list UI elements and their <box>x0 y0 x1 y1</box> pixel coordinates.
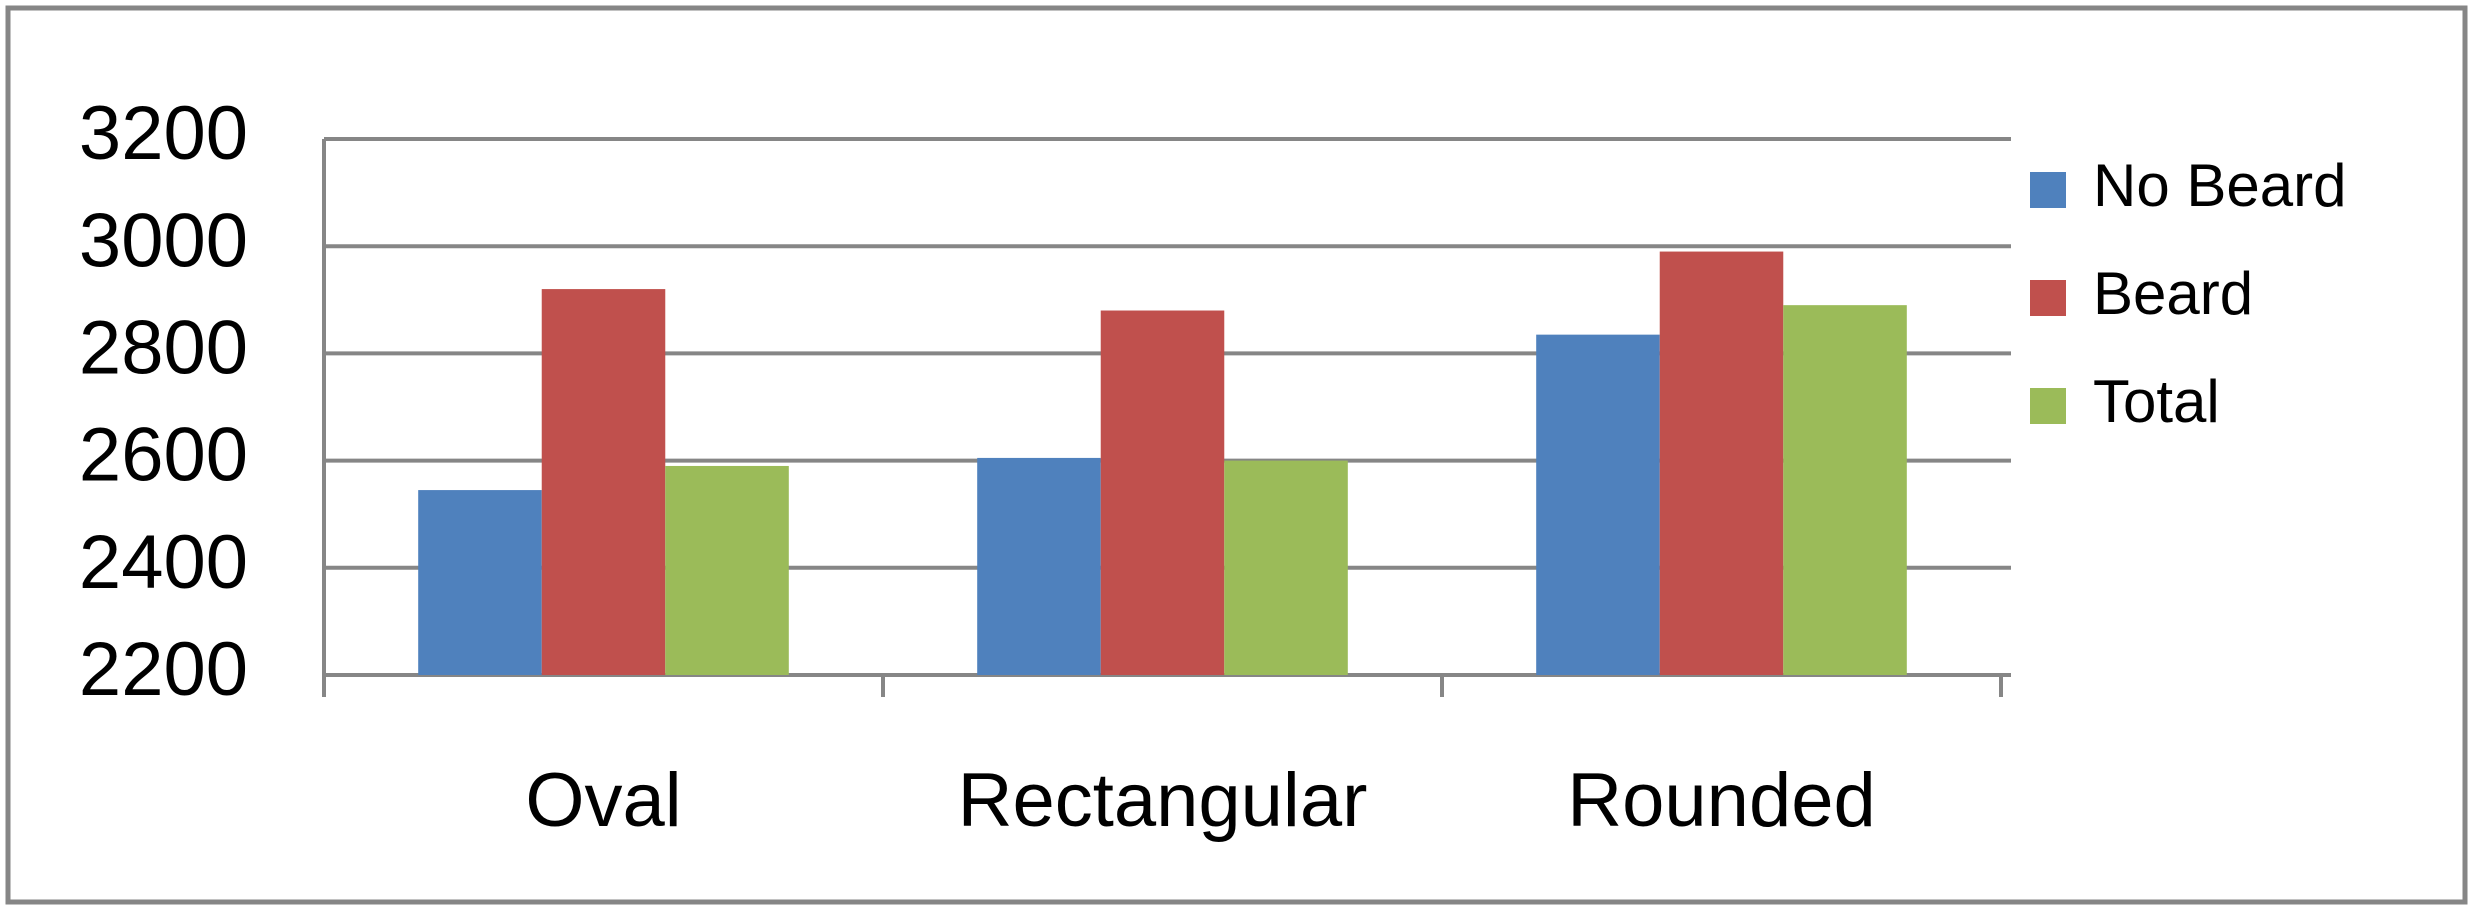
legend-label: Total <box>2093 368 2220 435</box>
bar <box>541 289 666 675</box>
x-tick-label: Oval <box>525 758 681 843</box>
bar <box>1224 460 1348 675</box>
bar <box>665 465 789 675</box>
legend-label: Beard <box>2093 260 2253 327</box>
bar <box>1659 251 1784 675</box>
y-tick-label: 2400 <box>79 520 248 605</box>
bar <box>418 490 542 675</box>
legend-swatch <box>2030 172 2066 208</box>
bar <box>1100 310 1225 675</box>
y-tick-label: 3200 <box>79 91 248 176</box>
y-tick-label: 3000 <box>79 198 248 283</box>
legend-swatch <box>2030 280 2066 316</box>
legend-label: No Beard <box>2093 152 2346 219</box>
x-tick-label: Rectangular <box>958 758 1368 843</box>
bar <box>1536 334 1660 675</box>
y-tick-label: 2600 <box>79 413 248 498</box>
y-tick-label: 2200 <box>79 627 248 712</box>
x-tick-label: Rounded <box>1567 758 1876 843</box>
legend-swatch <box>2030 388 2066 424</box>
bar <box>1783 305 1907 675</box>
bar <box>977 457 1101 675</box>
y-tick-label: 2800 <box>79 305 248 390</box>
chart-frame <box>5 5 2468 905</box>
